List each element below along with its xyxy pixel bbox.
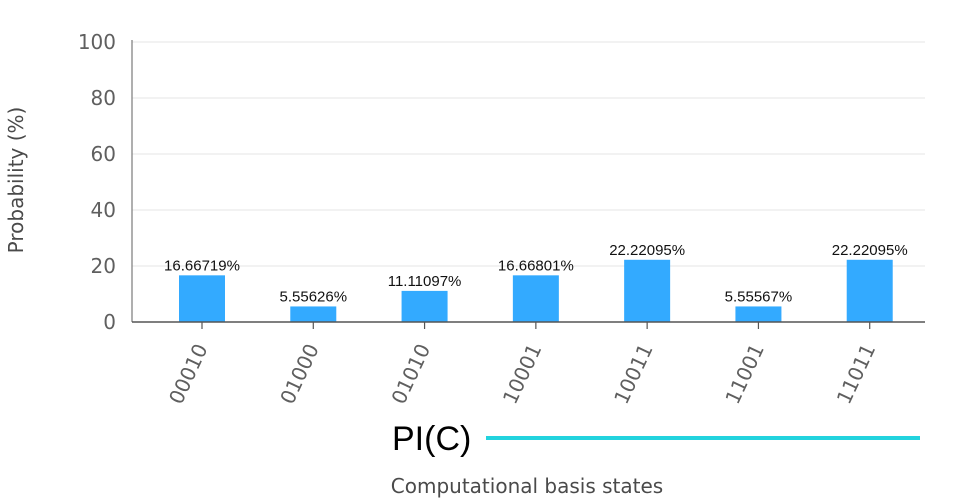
data-label: 11.11097%: [388, 273, 462, 290]
bar: [290, 306, 337, 322]
y-tick-label: 80: [91, 86, 116, 110]
data-label: 16.66801%: [498, 257, 574, 274]
legend: PI(C): [392, 420, 920, 458]
x-tick-label: 11001: [720, 340, 769, 408]
axes: 0 20 40 60 80 100 00010 01000 01010 10001 10011 110…: [78, 30, 925, 408]
data-label: 5.55626%: [280, 288, 348, 305]
x-axis-title: Computational basis states: [391, 474, 663, 498]
bars: [179, 259, 893, 322]
bar: [624, 259, 671, 322]
x-tick-label: 10001: [498, 340, 547, 408]
bar: [401, 290, 448, 322]
data-labels: 16.66719% 5.55626% 11.11097% 16.66801% 22.22…: [164, 242, 908, 306]
x-tick-label: 01000: [275, 340, 324, 408]
legend-label: PI(C): [392, 420, 471, 458]
x-tick-label: 10011: [609, 340, 658, 408]
gridlines: [132, 41, 925, 267]
data-label: 16.66719%: [164, 257, 240, 274]
y-tick-label: 20: [91, 254, 116, 278]
data-label: 5.55567%: [725, 288, 793, 305]
bar: [735, 306, 782, 322]
x-tick-label: 01010: [386, 340, 435, 408]
bar: [512, 275, 559, 322]
x-tick-label: 00010: [164, 340, 213, 408]
y-axis-title: Probability (%): [4, 107, 28, 254]
y-tick-label: 100: [78, 30, 116, 54]
data-label: 22.22095%: [609, 242, 685, 259]
data-label: 22.22095%: [832, 242, 908, 259]
y-tick-label: 40: [91, 198, 116, 222]
y-tick-label: 0: [103, 310, 116, 334]
y-tick-label: 60: [91, 142, 116, 166]
bar: [846, 259, 893, 322]
x-tick-label: 11011: [832, 340, 881, 408]
bar: [179, 275, 225, 322]
